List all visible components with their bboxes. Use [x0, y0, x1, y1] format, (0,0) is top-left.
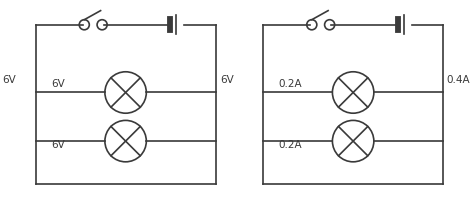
Text: 0.2A: 0.2A — [279, 140, 302, 149]
Text: 6V: 6V — [220, 75, 234, 85]
Text: 6V: 6V — [2, 75, 16, 85]
Text: 6V: 6V — [51, 140, 65, 149]
Text: 0.2A: 0.2A — [279, 79, 302, 89]
Text: 0.4A: 0.4A — [447, 75, 470, 85]
Text: 6V: 6V — [51, 79, 65, 89]
